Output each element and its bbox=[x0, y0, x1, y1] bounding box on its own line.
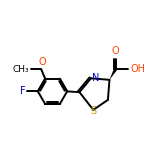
Text: F: F bbox=[20, 86, 26, 96]
Text: CH₃: CH₃ bbox=[12, 65, 29, 74]
Text: N: N bbox=[92, 73, 99, 83]
Text: OH: OH bbox=[130, 64, 145, 74]
Text: O: O bbox=[38, 57, 46, 67]
Polygon shape bbox=[109, 68, 117, 80]
Text: S: S bbox=[90, 106, 96, 116]
Text: O: O bbox=[112, 46, 119, 56]
